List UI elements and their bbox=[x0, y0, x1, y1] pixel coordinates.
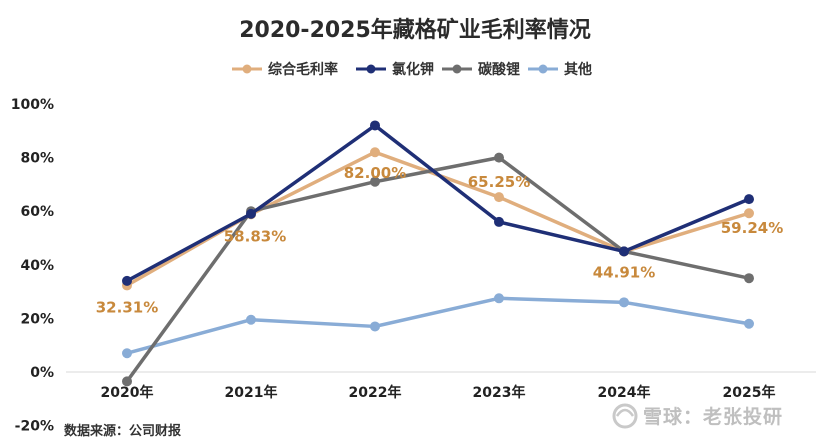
data-label: 65.25% bbox=[468, 173, 530, 191]
legend-item: 综合毛利率 bbox=[232, 61, 338, 78]
data-point bbox=[370, 147, 380, 158]
legend-label: 氯化钾 bbox=[392, 61, 434, 78]
legend-marker bbox=[242, 64, 252, 74]
x-tick-label: 2021年 bbox=[225, 384, 278, 401]
legend-label: 其他 bbox=[564, 61, 592, 78]
snowball-logo-icon bbox=[612, 403, 638, 429]
data-point bbox=[494, 293, 504, 304]
watermark-text: 雪球：老张投研 bbox=[643, 405, 783, 428]
data-point bbox=[494, 192, 504, 203]
series-lines bbox=[122, 120, 754, 387]
legend-label: 综合毛利率 bbox=[268, 61, 338, 78]
legend-marker bbox=[452, 64, 462, 74]
data-point bbox=[619, 297, 629, 308]
legend-item: 其他 bbox=[528, 61, 592, 78]
data-point bbox=[246, 208, 256, 219]
data-label: 44.91% bbox=[593, 264, 655, 282]
y-axis: 100% 80% 60% 40% 20% 0% -20% bbox=[11, 97, 54, 435]
series-line bbox=[126, 296, 750, 355]
data-point bbox=[370, 120, 380, 131]
data-label: 82.00% bbox=[344, 164, 406, 182]
series-line bbox=[125, 155, 750, 383]
data-point bbox=[619, 246, 629, 257]
data-point bbox=[122, 348, 132, 359]
data-label: 32.31% bbox=[96, 298, 158, 316]
series-line bbox=[126, 123, 750, 283]
x-tick-label: 2022年 bbox=[349, 384, 402, 401]
chart-title: 2020-2025年藏格矿业毛利率情况 bbox=[239, 17, 591, 43]
data-label: 59.24% bbox=[721, 219, 783, 237]
y-tick-label: 100% bbox=[11, 97, 54, 113]
y-tick-label: 40% bbox=[20, 258, 54, 274]
data-point bbox=[744, 273, 754, 284]
legend-marker bbox=[366, 64, 376, 74]
y-tick-label: -20% bbox=[15, 419, 54, 435]
y-tick-label: 20% bbox=[20, 311, 54, 327]
data-point bbox=[246, 314, 256, 325]
legend-marker bbox=[538, 64, 548, 74]
data-point bbox=[122, 275, 132, 286]
y-tick-label: 0% bbox=[30, 365, 54, 381]
data-point bbox=[370, 321, 380, 332]
data-point bbox=[744, 208, 754, 219]
data-label: 58.83% bbox=[224, 227, 286, 245]
watermark: 雪球：老张投研 bbox=[612, 403, 783, 429]
y-tick-label: 80% bbox=[20, 151, 54, 167]
data-point bbox=[494, 152, 504, 163]
data-labels: 32.31% 58.83% 82.00% 65.25% 44.91% 59.24% bbox=[96, 164, 783, 316]
series-3 bbox=[122, 293, 754, 359]
series-2 bbox=[122, 152, 754, 387]
y-tick-label: 60% bbox=[20, 204, 54, 220]
legend-label: 碳酸锂 bbox=[478, 61, 520, 78]
x-axis: 2020年 2021年 2022年 2023年 2024年 2025年 bbox=[101, 384, 776, 401]
series-line bbox=[126, 150, 750, 287]
legend: 综合毛利率 氯化钾 碳酸锂 其他 bbox=[232, 61, 592, 78]
data-point bbox=[370, 176, 380, 187]
source-note: 数据来源：公司财报 bbox=[64, 423, 182, 439]
data-point bbox=[122, 376, 132, 387]
data-point bbox=[744, 318, 754, 329]
legend-item: 氯化钾 bbox=[356, 61, 434, 78]
x-tick-label: 2025年 bbox=[723, 384, 776, 401]
data-point bbox=[494, 216, 504, 227]
data-point bbox=[744, 194, 754, 205]
x-tick-label: 2023年 bbox=[473, 384, 526, 401]
x-tick-label: 2024年 bbox=[598, 384, 651, 401]
series-1 bbox=[122, 120, 754, 286]
legend-item: 碳酸锂 bbox=[442, 61, 520, 78]
x-tick-label: 2020年 bbox=[101, 384, 154, 401]
